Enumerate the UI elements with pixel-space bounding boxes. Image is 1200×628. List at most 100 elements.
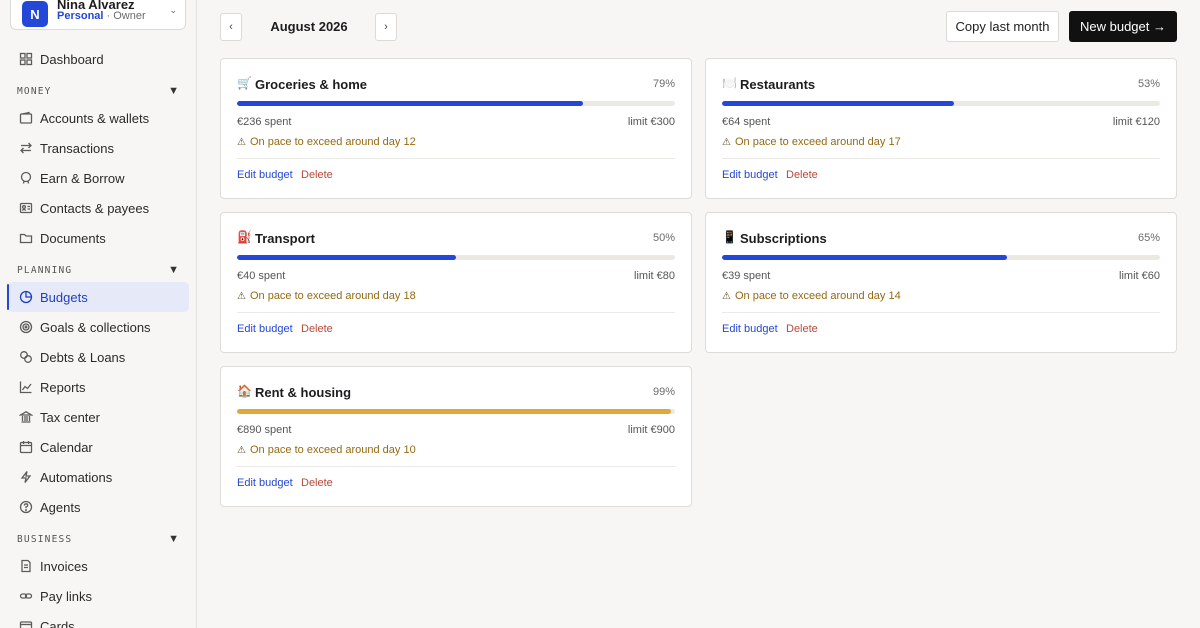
- edit-budget-link[interactable]: Edit budget: [237, 169, 293, 181]
- progress-fill: [237, 255, 456, 260]
- section-money[interactable]: MONEY ▼: [17, 84, 179, 98]
- budget-limit: limit €60: [1119, 270, 1160, 282]
- sidebar-item-contacts[interactable]: Contacts & payees: [8, 193, 189, 223]
- sidebar-item-calendar[interactable]: Calendar: [8, 432, 189, 462]
- budget-percent: 99%: [652, 386, 675, 398]
- sidebar-item-label: Agents: [40, 499, 81, 515]
- help-circle-icon: [19, 500, 33, 514]
- budget-limit: limit €80: [634, 270, 675, 282]
- delete-budget-link[interactable]: Delete: [301, 477, 333, 489]
- new-budget-button[interactable]: New budget →: [1069, 11, 1177, 42]
- budget-card: 🏠 Rent & housing 99% €890 spent limit €9…: [220, 366, 692, 507]
- sidebar-item-label: Transactions: [40, 140, 114, 156]
- sidebar-item-earn-borrow[interactable]: Earn & Borrow: [8, 163, 189, 193]
- progress-fill: [237, 409, 671, 414]
- sidebar-item-budgets[interactable]: Budgets: [7, 282, 189, 312]
- budget-title: Transport: [255, 231, 315, 246]
- sidebar-item-transactions[interactable]: Transactions: [8, 133, 189, 163]
- coins-icon: [19, 350, 33, 364]
- sidebar-item-pay-links[interactable]: Pay links: [8, 581, 189, 611]
- line-chart-icon: [19, 380, 33, 394]
- sidebar-item-label: Pay links: [40, 588, 93, 604]
- next-month-button[interactable]: ›: [375, 13, 397, 41]
- pace-text: On pace to exceed around day 12: [249, 136, 416, 148]
- section-label: BUSINESS: [17, 533, 73, 545]
- copy-last-month-button[interactable]: Copy last month: [946, 11, 1059, 42]
- wallet-icon: [19, 111, 33, 125]
- account-switcher[interactable]: N Nina Alvarez Personal · Owner ⌄: [10, 0, 186, 30]
- divider: [722, 312, 1160, 313]
- delete-budget-link[interactable]: Delete: [301, 169, 333, 181]
- sidebar-item-goals[interactable]: Goals & collections: [8, 312, 189, 342]
- account-role-sep: ·: [103, 10, 114, 22]
- budget-title: Groceries & home: [255, 77, 367, 92]
- grid-icon: [19, 52, 33, 66]
- progress-fill: [722, 255, 1007, 260]
- pace-warning: ⚠ On pace to exceed around day 17: [722, 136, 901, 148]
- cart-icon: 🛒: [237, 76, 252, 90]
- sidebar-item-accounts[interactable]: Accounts & wallets: [8, 103, 189, 133]
- progress-track: [237, 409, 675, 414]
- progress-track: [722, 255, 1160, 260]
- budget-spent: €40 spent: [237, 270, 286, 282]
- progress-fill: [237, 101, 584, 106]
- warning-icon: ⚠: [237, 444, 246, 456]
- sidebar-item-label: Contacts & payees: [40, 200, 150, 216]
- piggy-icon: [19, 171, 33, 185]
- delete-budget-link[interactable]: Delete: [786, 323, 818, 335]
- sidebar-item-tax-center[interactable]: Tax center: [8, 402, 189, 432]
- calendar-icon: [19, 440, 33, 454]
- pace-warning: ⚠ On pace to exceed around day 10: [237, 444, 416, 456]
- budget-spent: €39 spent: [722, 270, 771, 282]
- bolt-icon: [19, 470, 33, 484]
- phone-icon: 📱: [722, 230, 737, 244]
- sidebar-item-label: Cards: [40, 618, 75, 628]
- delete-budget-link[interactable]: Delete: [301, 323, 333, 335]
- invoice-icon: [19, 559, 33, 573]
- sidebar-item-agents[interactable]: Agents: [8, 492, 189, 522]
- sidebar-item-documents[interactable]: Documents: [8, 223, 189, 253]
- folder-icon: [19, 231, 33, 245]
- edit-budget-link[interactable]: Edit budget: [237, 477, 293, 489]
- budget-percent: 50%: [652, 232, 675, 244]
- budget-title: Subscriptions: [740, 231, 827, 246]
- section-label: MONEY: [17, 85, 52, 97]
- sidebar-item-debts-loans[interactable]: Debts & Loans: [8, 342, 189, 372]
- budget-percent: 65%: [1137, 232, 1160, 244]
- sidebar-item-label: Accounts & wallets: [40, 110, 150, 126]
- sidebar-item-automations[interactable]: Automations: [8, 462, 189, 492]
- sidebar: N Nina Alvarez Personal · Owner ⌄ Dashbo…: [0, 0, 197, 628]
- sidebar-item-reports[interactable]: Reports: [8, 372, 189, 402]
- budget-limit: limit €300: [627, 116, 675, 128]
- delete-budget-link[interactable]: Delete: [786, 169, 818, 181]
- section-business[interactable]: BUSINESS ▼: [17, 532, 179, 546]
- sidebar-item-dashboard[interactable]: Dashboard: [8, 44, 189, 74]
- sidebar-item-invoices[interactable]: Invoices: [8, 551, 189, 581]
- collapse-triangle-icon: ▼: [168, 264, 179, 276]
- swap-arrows-icon: [19, 141, 33, 155]
- account-role: Owner: [113, 10, 146, 22]
- avatar: N: [22, 1, 48, 27]
- pace-text: On pace to exceed around day 18: [249, 290, 416, 302]
- budget-spent: €890 spent: [237, 424, 292, 436]
- budget-card: ⛽ Transport 50% €40 spent limit €80 ⚠ On …: [220, 212, 692, 353]
- budget-limit: limit €120: [1112, 116, 1160, 128]
- divider: [722, 158, 1160, 159]
- pace-text: On pace to exceed around day 17: [734, 136, 901, 148]
- account-subtitle: Personal · Owner: [57, 10, 146, 22]
- edit-budget-link[interactable]: Edit budget: [722, 323, 778, 335]
- prev-month-button[interactable]: ‹: [220, 13, 242, 41]
- warning-icon: ⚠: [237, 136, 246, 148]
- link-icon: [19, 589, 33, 603]
- progress-track: [722, 101, 1160, 106]
- fuel-pump-icon: ⛽: [237, 230, 252, 244]
- sidebar-item-label: Budgets: [40, 289, 88, 305]
- edit-budget-link[interactable]: Edit budget: [237, 323, 293, 335]
- chevron-down-icon: ⌄: [169, 5, 177, 15]
- sidebar-item-cards[interactable]: Cards: [8, 611, 189, 628]
- edit-budget-link[interactable]: Edit budget: [722, 169, 778, 181]
- section-planning[interactable]: PLANNING ▼: [17, 263, 179, 277]
- contact-card-icon: [19, 201, 33, 215]
- sidebar-item-label: Invoices: [40, 558, 88, 574]
- sidebar-item-label: Goals & collections: [40, 319, 151, 335]
